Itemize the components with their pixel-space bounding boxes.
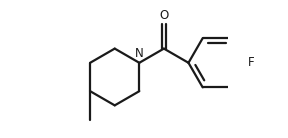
Text: O: O [159,9,168,22]
Text: F: F [248,56,255,69]
Text: N: N [134,47,143,60]
